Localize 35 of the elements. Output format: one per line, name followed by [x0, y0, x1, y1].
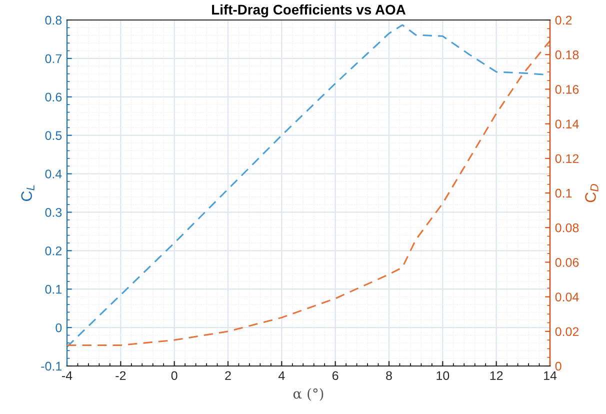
y-tick-label: 0.7: [45, 54, 62, 64]
x-tick-label: 14: [544, 371, 557, 380]
x-tick-label: 12: [490, 371, 503, 380]
y2-axis-title: C$_{D}$: [585, 184, 598, 202]
x-tick-label: -4: [62, 371, 72, 380]
chart-title: Lift-Drag Coefficients vs AOA: [212, 4, 406, 18]
y-tick-label: 0.1: [45, 284, 62, 294]
y-tick-label: 0.8: [45, 16, 62, 25]
y2-tick-label: 0.14: [555, 120, 579, 128]
y2-tick-label: 0.12: [555, 154, 579, 164]
y2-tick-label: 0: [555, 362, 562, 371]
x-tick-label: 0: [171, 371, 178, 380]
y-tick-label: 0.3: [45, 208, 62, 217]
x-tick-label: 4: [278, 371, 285, 380]
y2-tick-label: 0.18: [555, 50, 579, 60]
y-tick-label: 0.4: [45, 170, 62, 178]
y2-tick-label: 0.02: [555, 327, 579, 336]
y-axis-title: C$_{L}$: [21, 185, 34, 202]
y2-tick-label: 0.04: [555, 292, 579, 302]
y2-tick-label: 0.08: [555, 223, 579, 232]
x-axis-title: α (°): [293, 388, 324, 401]
y-tick-label: 0.6: [45, 92, 62, 102]
x-tick-label: -2: [116, 371, 126, 380]
x-tick-label: 2: [225, 371, 231, 380]
y-tick-label: -0.1: [41, 362, 62, 371]
y2-tick-label: 0.06: [555, 258, 579, 267]
y-tick-label: 0: [56, 323, 62, 332]
x-tick-label: 6: [332, 371, 338, 380]
y-tick-label: 0.2: [45, 246, 62, 256]
x-tick-label: 8: [386, 371, 392, 380]
y-tick-label: 0.5: [45, 131, 62, 140]
y2-tick-label: 0.1: [555, 188, 572, 198]
y2-tick-label: 0.16: [555, 85, 579, 94]
x-tick-label: 10: [436, 371, 450, 380]
y2-tick-label: 0.2: [555, 16, 572, 25]
